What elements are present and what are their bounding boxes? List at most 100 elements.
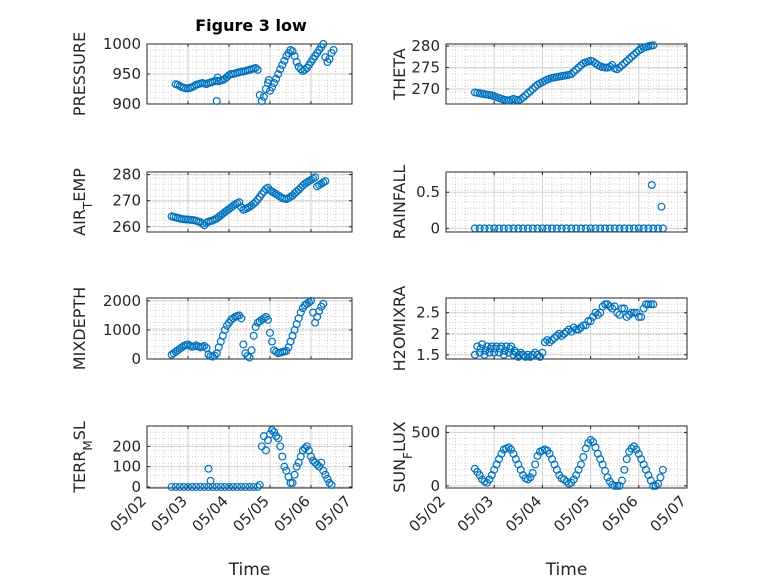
- data-point: [321, 177, 330, 186]
- data-point: [656, 473, 665, 482]
- data-point: [216, 482, 225, 491]
- data-point: [586, 224, 595, 233]
- data-point: [204, 464, 213, 473]
- data-point: [613, 65, 622, 74]
- data-point: [290, 470, 299, 479]
- data-point: [235, 198, 244, 207]
- y-axis-label: AIRTEMP: [70, 168, 95, 236]
- data-point: [586, 317, 595, 326]
- data-point: [603, 473, 612, 482]
- data-point: [304, 177, 313, 186]
- series-points: [470, 435, 667, 490]
- data-point: [233, 482, 242, 491]
- data-point: [601, 63, 610, 72]
- data-point: [315, 307, 324, 316]
- data-point: [253, 482, 262, 491]
- data-point: [268, 426, 277, 435]
- data-point: [485, 475, 494, 484]
- data-point: [639, 304, 648, 313]
- series-points: [470, 300, 658, 361]
- data-point: [298, 446, 307, 455]
- y-axis-label: RAINFALL: [390, 165, 409, 240]
- y-tick-label: 500: [411, 423, 440, 441]
- data-point: [644, 300, 653, 309]
- data-point: [572, 65, 581, 74]
- data-point: [475, 224, 484, 233]
- y-tick-label: 0: [430, 219, 440, 237]
- data-point: [620, 224, 629, 233]
- data-point: [294, 62, 303, 71]
- data-point: [605, 302, 614, 311]
- data-point: [309, 174, 318, 183]
- data-point: [500, 346, 509, 355]
- data-point: [576, 323, 585, 332]
- data-point: [499, 224, 508, 233]
- data-point: [552, 224, 561, 233]
- data-point: [581, 224, 590, 233]
- data-point: [499, 350, 508, 359]
- data-point: [504, 443, 513, 452]
- data-point: [270, 428, 279, 437]
- data-point: [229, 314, 238, 323]
- data-point: [601, 224, 610, 233]
- data-point: [475, 471, 484, 480]
- data-point: [523, 475, 532, 484]
- data-point: [526, 87, 535, 96]
- data-point: [249, 199, 258, 208]
- data-point: [613, 308, 622, 317]
- data-point: [268, 187, 277, 196]
- data-point: [278, 60, 287, 69]
- data-point: [274, 191, 283, 200]
- data-point: [325, 478, 334, 487]
- data-point: [171, 482, 180, 491]
- data-point: [647, 181, 656, 190]
- series-points: [167, 426, 336, 491]
- data-point: [196, 482, 205, 491]
- data-point: [523, 89, 532, 98]
- y-tick-label: 260: [112, 218, 141, 236]
- y-axis-label: SUNFLUX: [390, 421, 415, 493]
- subplot-3: 260 270 280 AIRTEMP: [70, 166, 353, 236]
- data-point: [481, 346, 490, 355]
- data-point: [620, 59, 629, 68]
- data-point: [192, 482, 201, 491]
- data-point: [276, 442, 285, 451]
- data-point: [574, 63, 583, 72]
- data-point: [550, 333, 559, 342]
- data-point: [302, 178, 311, 187]
- data-point: [625, 310, 634, 319]
- data-point: [603, 300, 612, 309]
- data-point: [538, 348, 547, 357]
- y-axis-label: H2OMIXRA: [390, 286, 409, 372]
- data-point: [533, 224, 542, 233]
- data-point: [516, 95, 525, 104]
- data-point: [184, 482, 193, 491]
- axes-frame: [445, 297, 688, 360]
- data-point: [576, 224, 585, 233]
- data-point: [206, 476, 215, 485]
- data-point: [646, 300, 655, 309]
- data-point: [531, 460, 540, 469]
- data-point: [251, 63, 260, 72]
- data-point: [212, 96, 221, 105]
- data-point: [321, 53, 330, 62]
- subplot-5: 0 1000 2000 MIXDEPTH: [70, 287, 353, 370]
- data-point: [629, 224, 638, 233]
- data-point: [177, 343, 186, 352]
- data-point: [644, 224, 653, 233]
- y-tick-label: 0.5: [416, 183, 440, 201]
- data-point: [268, 83, 277, 92]
- data-point: [543, 336, 552, 345]
- data-point: [241, 482, 250, 491]
- data-point: [649, 224, 658, 233]
- data-point: [523, 350, 532, 359]
- data-point: [490, 224, 499, 233]
- data-point: [562, 477, 571, 486]
- data-point: [632, 445, 641, 454]
- data-point: [497, 449, 506, 458]
- data-point: [167, 482, 176, 491]
- data-point: [615, 224, 624, 233]
- axes-frame: [146, 171, 353, 233]
- data-point: [247, 346, 256, 355]
- data-point: [579, 453, 588, 462]
